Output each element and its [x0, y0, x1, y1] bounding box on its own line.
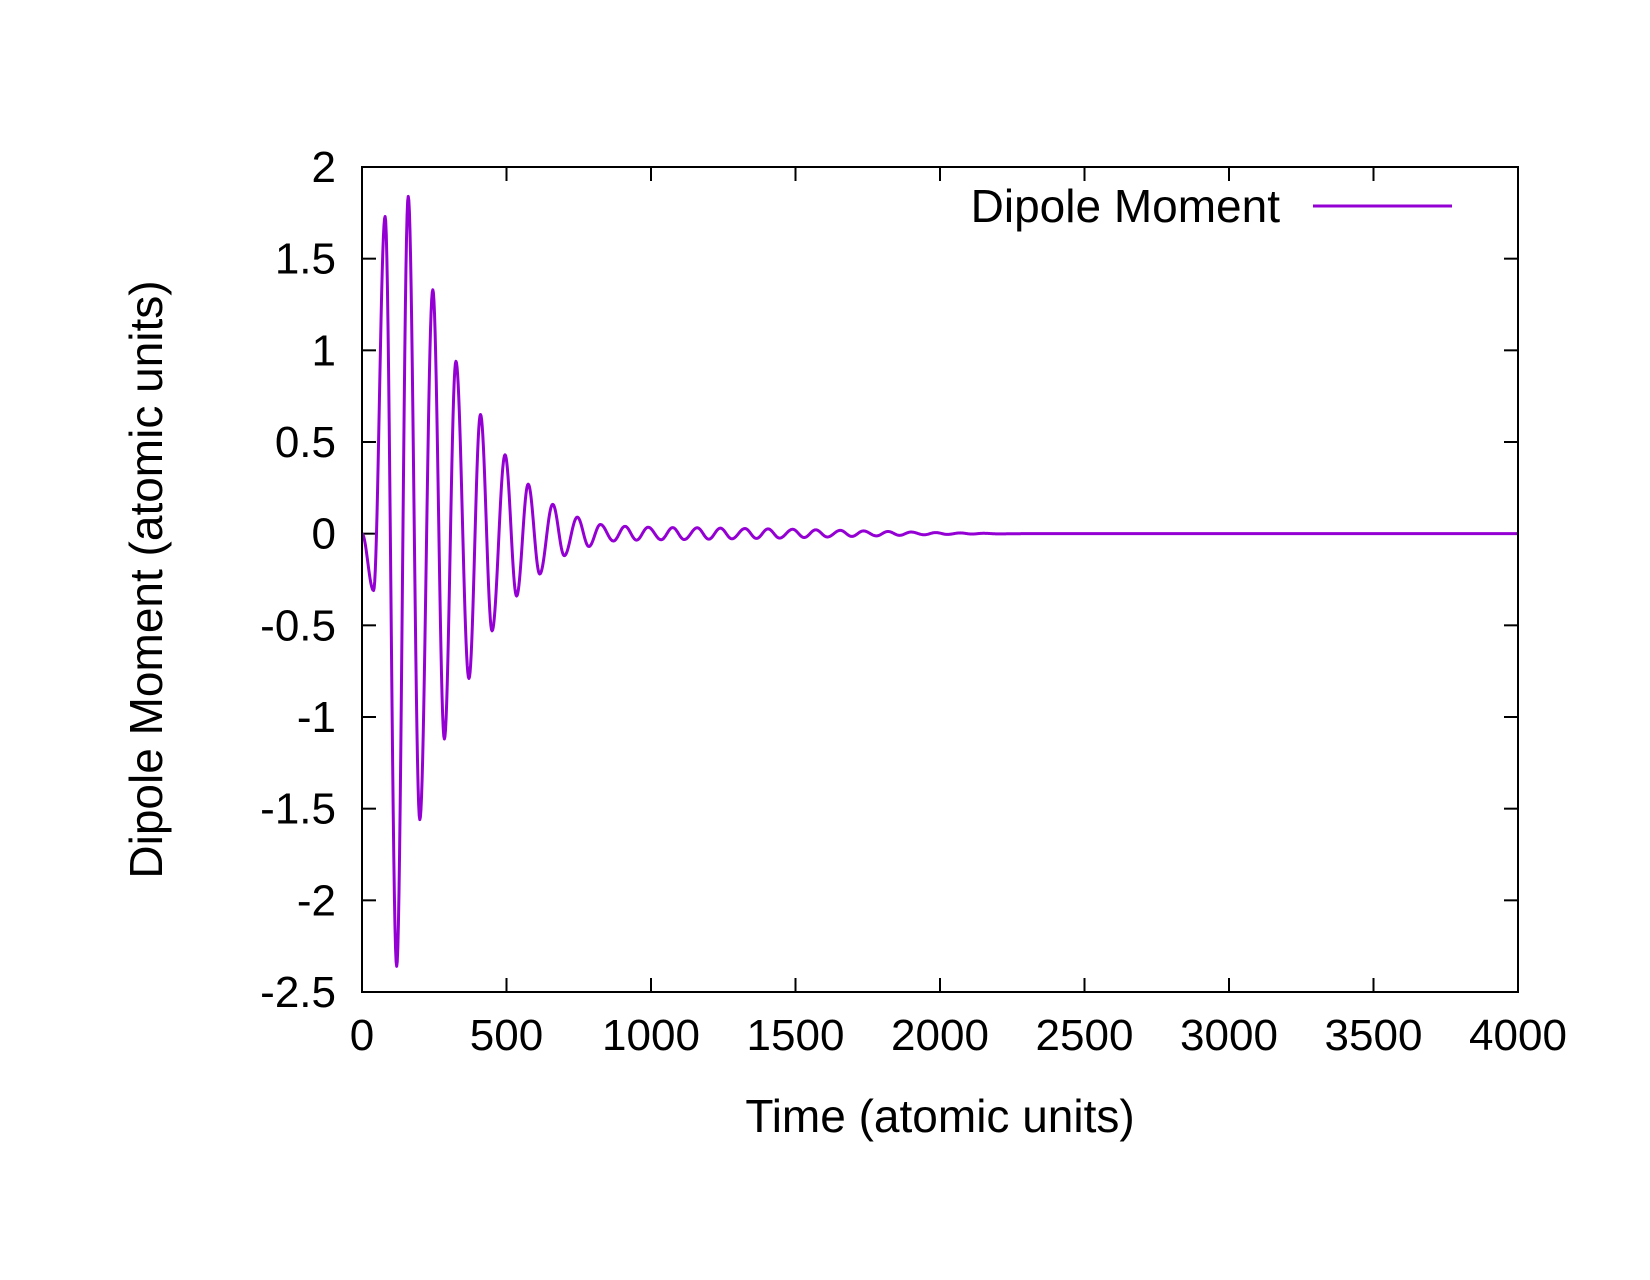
x-tick-label: 1000	[602, 1011, 700, 1060]
y-tick-label: -2.5	[260, 968, 336, 1017]
legend-label-dipole-moment: Dipole Moment	[971, 180, 1281, 232]
y-tick-label: -1	[297, 693, 336, 742]
x-tick-label: 1500	[747, 1011, 845, 1060]
x-tick-label: 2000	[891, 1011, 989, 1060]
x-tick-label: 3500	[1325, 1011, 1423, 1060]
y-axis-ticks: 2 1.5 1 0.5 0 -0.5 -1 -1.5 -2 -2.5	[260, 143, 1518, 1017]
x-tick-label: 500	[470, 1011, 543, 1060]
y-tick-label: 0	[312, 510, 336, 559]
x-axis-ticks: 0 500 1000 1500 2000 2500 3000 3500 4000	[350, 167, 1567, 1060]
y-tick-label: 0.5	[275, 418, 336, 467]
x-tick-label: 3000	[1180, 1011, 1278, 1060]
x-tick-label: 4000	[1469, 1011, 1567, 1060]
y-tick-label: -0.5	[260, 601, 336, 650]
legend: Dipole Moment	[971, 180, 1452, 232]
y-tick-label: -1.5	[260, 785, 336, 834]
series-layer	[361, 194, 1519, 968]
y-tick-label: 2	[312, 143, 336, 192]
series-line-dipole-moment	[361, 194, 1519, 968]
x-axis-title: Time (atomic units)	[745, 1090, 1134, 1142]
plot-frame	[361, 166, 1519, 993]
x-tick-label: 0	[350, 1011, 374, 1060]
x-tick-label: 2500	[1036, 1011, 1134, 1060]
y-tick-label: -2	[297, 876, 336, 925]
y-tick-label: 1.5	[275, 235, 336, 284]
y-tick-label: 1	[312, 326, 336, 375]
y-axis-title: Dipole Moment (atomic units)	[120, 280, 172, 878]
